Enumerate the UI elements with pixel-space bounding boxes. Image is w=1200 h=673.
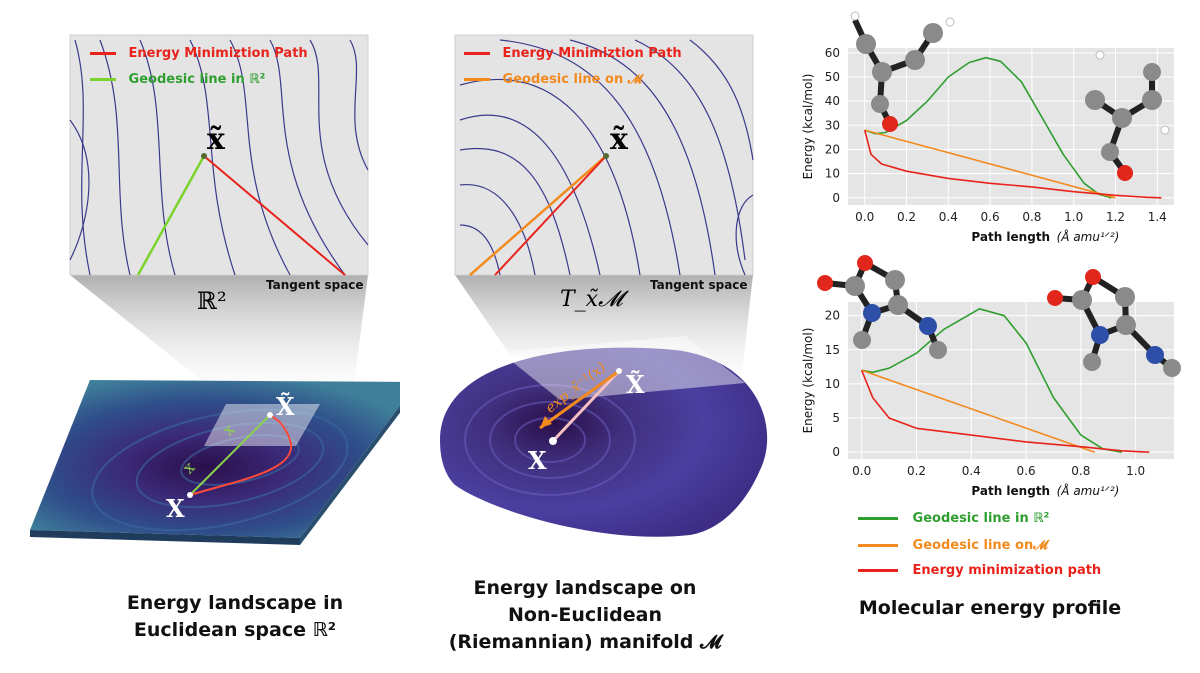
projection-cone [70, 275, 368, 400]
molecule-bottom-left-atoms [817, 255, 947, 359]
y-tick-label: 0 [832, 191, 840, 205]
x-tick-label: 0.2 [897, 210, 916, 224]
y-tick-label: 50 [825, 70, 840, 84]
surface-point-tilde: X̃ [276, 392, 295, 421]
y-tick-label: 30 [825, 118, 840, 132]
series-line-energy_path [863, 129, 1162, 199]
riemannian-title: Energy landscape on Non-Euclidean (Riema… [448, 577, 722, 653]
series-line-energy_path [860, 370, 1150, 453]
y-tick-label: 15 [825, 343, 840, 357]
x-axis-label: Path length [971, 230, 1050, 244]
tangent-space-label: Tangent space [650, 278, 748, 292]
euclidean-title: Energy landscape in Euclidean space ℝ² [126, 592, 344, 641]
euclidean-illustration [30, 34, 400, 545]
riemannian-illustration [440, 34, 768, 537]
y-tick-label: 40 [825, 94, 840, 108]
legend-geodesic: Geodesic line in ℝ² [90, 72, 265, 87]
tangent-space-label: Tangent space [266, 278, 364, 292]
x-tick-label: 0.0 [855, 210, 874, 224]
x-tick-label: 1.0 [1126, 464, 1145, 478]
molecule-top-right-atoms [1085, 50, 1170, 181]
euclidean-panel: Energy Minimiztion Path Geodesic line in… [0, 0, 400, 673]
x-tick-label: 0.2 [907, 464, 926, 478]
legend-geodesic-r2: Geodesic line in ℝ² [858, 511, 1049, 526]
manifold-surface [440, 347, 768, 537]
x-tick-label: 0.4 [939, 210, 958, 224]
y-tick-label: 5 [832, 411, 840, 425]
molecule-top-left-atoms [850, 11, 955, 132]
y-tick-label: 60 [825, 46, 840, 60]
x-tick-label: 0.6 [981, 210, 1000, 224]
x-axis-unit: (Å amu¹ᐟ²) [1057, 483, 1120, 498]
x-axis-label: Path length [971, 484, 1050, 498]
y-tick-label: 10 [825, 167, 840, 181]
energy-chart-2: 0.0 0.2 0.4 0.6 0.8 1.0 0 5 10 15 20 Path length (Å … [801, 302, 1174, 498]
legend-energy-path: Energy minimization path [858, 563, 1101, 578]
molecule-bottom-left-icon [824, 260, 941, 352]
series-line-geodesic_r2 [861, 307, 1123, 453]
surface-point-tilde: X̃ [626, 370, 645, 399]
y-tick-label: 20 [825, 142, 840, 156]
x-tick-label: 1.0 [1064, 210, 1083, 224]
x-tick-label: 1.4 [1148, 210, 1167, 224]
contour-lines [459, 39, 754, 276]
y-axis-label: Energy (kcal/mol) [801, 328, 815, 434]
x-axis-unit: (Å amu¹ᐟ²) [1057, 229, 1120, 244]
x-tick-label: 0.4 [962, 464, 981, 478]
legend-geodesic-m: Geodesic line on𝓜 [858, 538, 1048, 553]
landscape-surface [30, 380, 400, 538]
x-tick-label: 0.6 [1017, 464, 1036, 478]
x-tick-label: 0.8 [1071, 464, 1090, 478]
series-line-geodesic_m [864, 129, 1116, 199]
surface-point: X [166, 494, 185, 523]
series-line-geodesic_m [861, 369, 1095, 453]
molecular-panel: 0.0 0.2 0.4 0.6 0.8 1.0 1.2 1.4 0 10 20 30 40 50 60 Pat… [800, 0, 1200, 673]
legend-energy-path: Energy Minimiztion Path [464, 46, 682, 61]
x-tick-label: 0.8 [1022, 210, 1041, 224]
molecule-bottom-right-atoms [1047, 269, 1181, 377]
molecule-icons [817, 11, 1181, 377]
y-tick-label: 0 [832, 445, 840, 459]
point-x-tilde: x̃ [207, 122, 225, 157]
point-x-tilde: x̃ [610, 122, 628, 157]
molecular-title: Molecular energy profile [858, 597, 1122, 619]
y-tick-label: 10 [825, 377, 840, 391]
surface-point: X [528, 446, 547, 475]
riemannian-panel: Energy Minimiztion Path Geodesic line on… [400, 0, 800, 673]
x-tick-label: 1.2 [1106, 210, 1125, 224]
x-tick-label: 0.0 [852, 464, 871, 478]
space-symbol: ℝ² [197, 287, 227, 315]
y-axis-label: Energy (kcal/mol) [801, 74, 815, 180]
contour-lines [70, 40, 368, 275]
legend-energy-path: Energy Minimiztion Path [90, 46, 308, 61]
space-symbol: T_x̃𝓜 [560, 287, 623, 312]
legend-geodesic: Geodesic line on 𝓜 [464, 72, 642, 87]
y-tick-label: 20 [825, 309, 840, 323]
